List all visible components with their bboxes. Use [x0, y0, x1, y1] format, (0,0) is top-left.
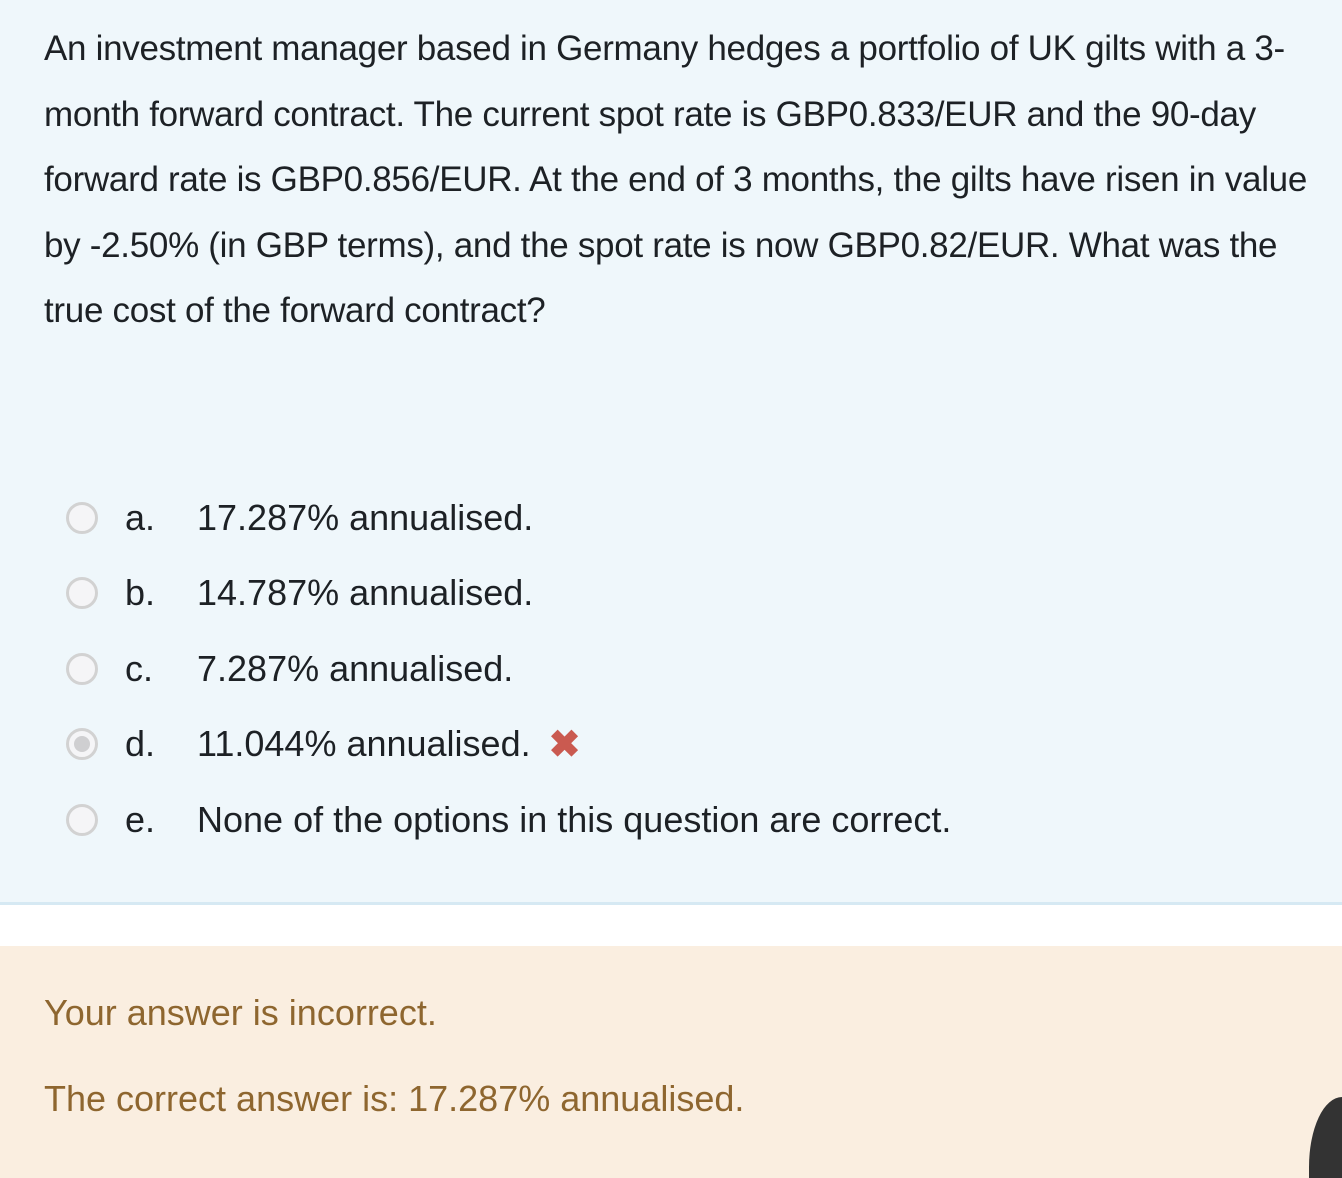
- option-text: 11.044% annualised.: [197, 723, 531, 765]
- correct-answer-text: The correct answer is: 17.287% annualise…: [44, 1078, 745, 1119]
- radio-button[interactable]: [66, 577, 98, 610]
- option-letter: b.: [125, 572, 156, 614]
- radio-button-selected[interactable]: [66, 728, 98, 761]
- radio-button[interactable]: [66, 803, 98, 836]
- option-c[interactable]: c. 7.287% annualised.: [66, 631, 951, 707]
- option-text: None of the options in this question are…: [197, 798, 952, 840]
- feedback-status: Your answer is incorrect.: [44, 992, 437, 1033]
- radio-button[interactable]: [66, 501, 98, 534]
- option-text: 17.287% annualised.: [197, 496, 534, 538]
- option-e[interactable]: e. None of the options in this question …: [66, 782, 951, 858]
- option-d[interactable]: d. 11.044% annualised. ✖: [66, 707, 951, 783]
- option-text: 7.287% annualised.: [197, 647, 514, 689]
- feedback-panel: Your answer is incorrect. The correct an…: [0, 946, 1342, 1178]
- option-b[interactable]: b. 14.787% annualised.: [66, 556, 951, 632]
- option-text: 14.787% annualised.: [197, 572, 534, 614]
- option-letter: c.: [125, 647, 154, 689]
- option-letter: e.: [125, 798, 156, 840]
- radio-button[interactable]: [66, 652, 98, 685]
- option-letter: a.: [125, 496, 156, 538]
- question-panel: An investment manager based in Germany h…: [0, 0, 1342, 905]
- incorrect-x-icon: ✖: [548, 723, 581, 766]
- answer-options: a. 17.287% annualised. b. 14.787% annual…: [66, 480, 951, 858]
- question-text: An investment manager based in Germany h…: [44, 29, 1308, 330]
- option-letter: d.: [125, 723, 156, 765]
- option-a[interactable]: a. 17.287% annualised.: [66, 480, 951, 556]
